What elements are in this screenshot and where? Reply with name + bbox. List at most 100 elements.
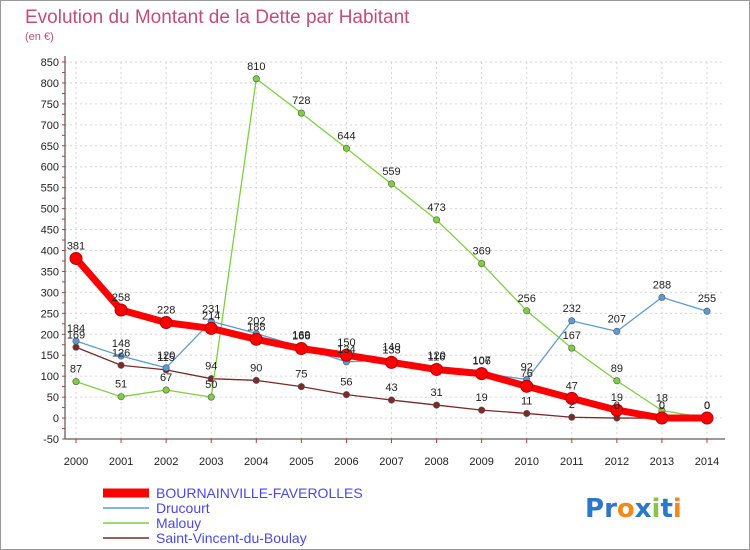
data-label: 116: [428, 351, 446, 363]
data-label: 134: [337, 344, 355, 356]
y-tick-label: 350: [41, 266, 59, 278]
data-label: 133: [382, 344, 400, 356]
y-tick-label: 250: [41, 308, 59, 320]
data-point: [430, 362, 444, 376]
data-point: [523, 307, 531, 315]
legend-label: Malouy: [156, 515, 201, 531]
data-label: 473: [427, 202, 445, 214]
y-tick-label: 550: [41, 183, 59, 195]
chart-title: Evolution du Montant de la Dette par Hab…: [25, 7, 410, 28]
data-label: 188: [247, 321, 265, 333]
x-tick-label: 2000: [64, 456, 88, 468]
y-tick-label: 850: [41, 57, 59, 69]
x-tick-label: 2001: [109, 456, 133, 468]
x-tick-label: 2013: [650, 456, 674, 468]
data-label: 87: [70, 364, 82, 376]
data-label: 90: [250, 362, 262, 374]
data-point: [342, 144, 350, 152]
data-label: 256: [518, 293, 536, 305]
data-point: [568, 413, 576, 421]
data-label: 231: [202, 303, 220, 315]
y-tick-label: 500: [41, 204, 59, 216]
data-label: 51: [115, 379, 127, 391]
data-label: 232: [563, 303, 581, 315]
data-point: [703, 307, 711, 315]
legend-label: Saint-Vincent-du-Boulay: [156, 530, 307, 546]
data-label: 728: [292, 95, 310, 107]
data-label: 19: [476, 392, 488, 404]
data-point: [162, 364, 170, 372]
y-tick-label: 800: [41, 78, 59, 90]
data-point: [72, 343, 80, 351]
data-point: [478, 406, 486, 414]
data-point: [475, 367, 489, 381]
series: [69, 75, 714, 425]
data-label: 0: [659, 400, 665, 412]
data-point: [297, 109, 305, 117]
y-tick-label: 750: [41, 99, 59, 111]
data-point: [117, 361, 125, 369]
x-tick-label: 2003: [199, 456, 223, 468]
data-label: 94: [205, 361, 217, 373]
data-point: [249, 332, 263, 346]
data-point: [252, 376, 260, 384]
data-label: 120: [157, 350, 175, 362]
data-point: [478, 259, 486, 267]
data-point: [523, 409, 531, 417]
data-point: [297, 383, 305, 391]
y-tick-label: 0: [53, 413, 59, 425]
data-label: 50: [205, 379, 217, 391]
data-point: [252, 75, 260, 83]
x-tick-label: 2011: [560, 456, 584, 468]
data-label: 150: [337, 337, 355, 349]
data-label: 19: [611, 392, 623, 404]
data-point: [159, 316, 173, 330]
data-label: 148: [112, 338, 130, 350]
data-point: [520, 379, 534, 393]
x-tick-label: 2010: [514, 456, 538, 468]
data-point: [610, 403, 624, 417]
data-label: 644: [337, 130, 355, 142]
data-point: [565, 391, 579, 405]
x-tick-label: 2014: [695, 456, 719, 468]
data-label: 202: [247, 315, 265, 327]
data-label: 0: [704, 400, 710, 412]
data-label: 0: [704, 400, 710, 412]
data-label: 43: [385, 382, 397, 394]
data-point: [72, 378, 80, 386]
legend: BOURNAINVILLE-FAVEROLLESDrucourtMalouySa…: [103, 485, 363, 546]
data-label: 169: [292, 329, 310, 341]
data-point: [385, 355, 398, 369]
data-label: 11: [521, 395, 532, 407]
data-label: 184: [67, 323, 85, 335]
data-label: 166: [292, 331, 310, 343]
data-label: 258: [112, 292, 130, 304]
data-point: [613, 377, 621, 385]
data-point: [613, 327, 621, 335]
y-tick-label: 100: [41, 371, 59, 383]
x-tick-label: 2005: [289, 456, 313, 468]
x-tick-label: 2004: [244, 456, 268, 468]
data-label: 106: [472, 356, 490, 368]
data-point: [387, 180, 395, 188]
data-label: 207: [608, 313, 626, 325]
data-point: [162, 386, 170, 394]
data-point: [568, 344, 576, 352]
data-point: [114, 303, 128, 317]
data-label: 167: [563, 330, 581, 342]
data-label: 92: [521, 362, 533, 374]
data-point: [655, 411, 669, 425]
data-label: 67: [160, 372, 172, 384]
data-label: 2: [569, 399, 575, 411]
x-tick-label: 2012: [605, 456, 629, 468]
data-label: 559: [382, 166, 400, 178]
data-point: [568, 317, 576, 325]
data-label: 288: [653, 279, 671, 291]
data-point: [204, 321, 218, 335]
data-label: 214: [202, 310, 220, 322]
y-tick-label: 400: [41, 246, 59, 258]
data-label: 140: [382, 341, 400, 353]
data-point: [69, 251, 83, 265]
